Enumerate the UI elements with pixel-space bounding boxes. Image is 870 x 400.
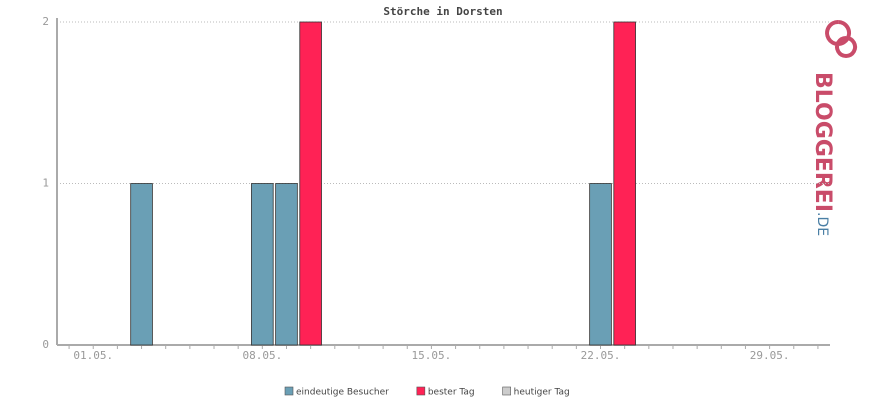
y-tick-label: 1 <box>42 177 49 190</box>
legend-label: eindeutige Besucher <box>296 388 389 398</box>
x-tick-label: 22.05. <box>581 349 621 362</box>
bar <box>589 183 612 346</box>
bar <box>613 21 636 346</box>
chart-title: Störche in Dorsten <box>383 5 502 18</box>
bar <box>299 21 322 346</box>
y-tick-label: 2 <box>42 15 49 28</box>
bar <box>130 183 153 346</box>
legend-swatch <box>502 386 511 396</box>
legend-swatch <box>416 386 426 396</box>
bar <box>275 183 298 346</box>
logo-suffix: .DE <box>814 212 830 236</box>
x-tick-label: 15.05. <box>412 349 452 362</box>
bar <box>251 183 274 346</box>
logo-text: BLOGGEREI.DE <box>810 72 835 236</box>
logo-icon <box>825 20 858 58</box>
legend-label: heutiger Tag <box>514 388 570 398</box>
x-tick-label: 08.05. <box>242 349 282 362</box>
logo: BLOGGEREI.DE <box>810 20 858 236</box>
legend-swatch <box>284 386 294 396</box>
logo-main: BLOGGEREI <box>810 72 835 212</box>
y-tick-label: 0 <box>42 338 49 351</box>
x-tick-label: 01.05. <box>73 349 113 362</box>
legend-label: bester Tag <box>428 388 475 398</box>
x-tick-label: 29.05. <box>750 349 790 362</box>
